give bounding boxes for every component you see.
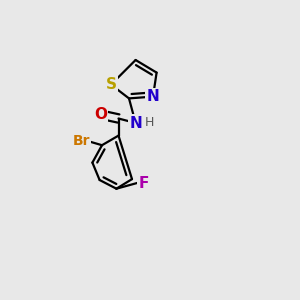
Text: Br: Br: [72, 134, 90, 148]
Text: H: H: [144, 116, 154, 130]
Text: O: O: [94, 107, 107, 122]
Text: S: S: [106, 77, 116, 92]
Text: N: N: [129, 116, 142, 130]
Text: N: N: [147, 89, 159, 104]
Text: F: F: [138, 176, 148, 191]
